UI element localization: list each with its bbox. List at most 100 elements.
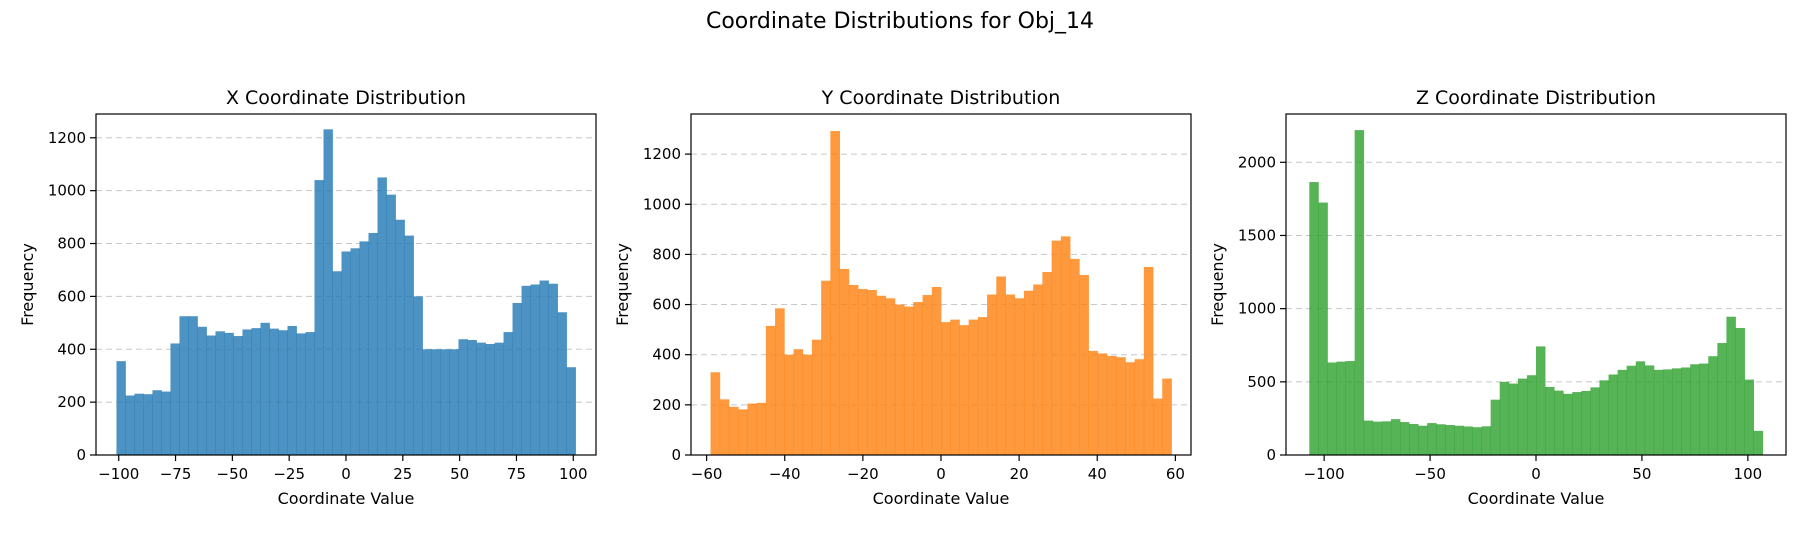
z-histogram-bar	[1581, 390, 1591, 455]
x-histogram-bar	[269, 328, 279, 455]
z-histogram-bar	[1499, 381, 1510, 455]
z-x-axis-label: Coordinate Value	[1468, 489, 1605, 508]
z-histogram-bar	[1726, 316, 1736, 455]
z-histogram-bar	[1599, 380, 1609, 455]
z-histogram-bar	[1626, 365, 1637, 455]
y-tick-label: 500	[1247, 373, 1276, 391]
x-histogram-bar	[359, 241, 369, 455]
z-histogram-bar	[1644, 365, 1655, 455]
y-histogram-bar	[867, 290, 877, 455]
z-histogram-bar	[1318, 202, 1328, 455]
x-histogram-bar	[251, 328, 261, 455]
z-y-axis-label: Frequency	[1208, 243, 1227, 326]
y-histogram-bar	[1051, 240, 1062, 455]
y-histogram-bar	[904, 306, 914, 455]
z-histogram-bar	[1744, 379, 1755, 455]
x-tick-label: −25	[273, 465, 305, 483]
x-histogram-bar	[134, 393, 144, 455]
y-histogram-bar	[1162, 378, 1172, 455]
z-histogram-bar	[1545, 386, 1555, 455]
x-histogram-bar	[377, 177, 387, 455]
x-histogram-bar	[440, 349, 450, 455]
z-histogram-bar	[1345, 361, 1356, 455]
y-histogram-bar	[848, 285, 859, 455]
x-coordinate-panel: −100 −75 −50 −25 0 25 50 75 10002004006008001000…	[18, 87, 597, 508]
z-histogram-bar	[1681, 367, 1691, 455]
y-histogram-bar	[922, 295, 933, 455]
z-histogram-bar	[1590, 387, 1600, 455]
x-tick-label: −100	[98, 465, 139, 483]
y-histogram-bar	[747, 403, 758, 455]
x-histogram-bar	[314, 180, 324, 455]
x-histogram-bar	[215, 331, 225, 455]
y-histogram-bar	[719, 399, 730, 455]
y-tick-label: 200	[652, 396, 681, 414]
x-tick-label: 0	[341, 465, 351, 483]
x-histogram-bar	[557, 312, 567, 455]
x-histogram-bar	[494, 342, 504, 455]
y-histogram-bar	[959, 325, 970, 455]
x-histogram-bar	[305, 332, 315, 455]
x-histogram-bar	[341, 251, 351, 455]
y-histogram-bar	[821, 280, 831, 455]
x-histogram-bar	[152, 390, 162, 455]
y-histogram-bar	[858, 289, 868, 455]
x-histogram-bar	[458, 339, 468, 455]
x-histogram-bar	[404, 235, 414, 455]
y-tick-label: 1200	[643, 145, 681, 163]
z-histogram-bar	[1536, 346, 1546, 455]
y-histogram-bar	[1079, 274, 1089, 455]
z-histogram-bar	[1563, 393, 1573, 455]
z-histogram-bar	[1490, 399, 1501, 455]
x-tick-label: −20	[847, 465, 879, 483]
y-histogram-bar	[1060, 236, 1071, 455]
y-tick-label: 1000	[48, 182, 86, 200]
x-tick-label: 100	[559, 465, 588, 483]
z-histogram-bar	[1336, 361, 1346, 455]
y-histogram-bar	[784, 354, 794, 455]
z-histogram-bar	[1436, 424, 1446, 455]
y-histogram-bar	[1042, 271, 1053, 455]
x-histogram-bar	[476, 342, 486, 455]
x-histogram-bar	[125, 395, 135, 455]
y-histogram-bar	[1143, 266, 1154, 455]
y-histogram-bar	[1005, 294, 1016, 455]
z-histogram-bar	[1309, 182, 1319, 455]
y-histogram-bar	[1134, 359, 1145, 455]
x-histogram-bar	[224, 332, 234, 455]
z-histogram-bar	[1327, 362, 1337, 455]
y-histogram-bar	[885, 298, 896, 455]
z-histogram-bar	[1699, 363, 1709, 455]
x-histogram-bar	[539, 280, 549, 455]
x-tick-label: −50	[217, 465, 249, 483]
x-tick-label: −100	[1304, 465, 1345, 483]
x-tick-label: 0	[936, 465, 946, 483]
z-histogram-bar	[1445, 424, 1455, 455]
x-tick-label: 40	[1088, 465, 1107, 483]
y-tick-label: 2000	[1238, 153, 1276, 171]
y-tick-label: 200	[57, 393, 86, 411]
z-histogram-bar	[1472, 427, 1482, 455]
x-tick-label: 0	[1531, 465, 1541, 483]
y-histogram-bar	[996, 276, 1006, 455]
z-histogram-bar	[1608, 374, 1619, 455]
z-histogram-bar	[1662, 369, 1673, 455]
x-tick-label: −40	[769, 465, 801, 483]
z-histogram-bar	[1572, 392, 1582, 455]
z-histogram-bar	[1526, 375, 1537, 455]
y-histogram-bar	[1023, 290, 1034, 455]
y-tick-label: 400	[652, 346, 681, 364]
x-histogram-bar	[323, 129, 333, 455]
y-tick-label: 800	[652, 245, 681, 263]
x-histogram-bar	[260, 322, 270, 455]
x-histogram-bar	[449, 349, 459, 455]
z-histogram-bar	[1617, 369, 1628, 455]
y-histogram-bar	[802, 354, 813, 455]
z-histogram-bar	[1354, 130, 1365, 456]
x-tick-label: 50	[1632, 465, 1651, 483]
y-tick-label: 0	[671, 446, 681, 464]
x-histogram-bar	[350, 248, 360, 455]
z-histogram-bar	[1554, 390, 1564, 455]
